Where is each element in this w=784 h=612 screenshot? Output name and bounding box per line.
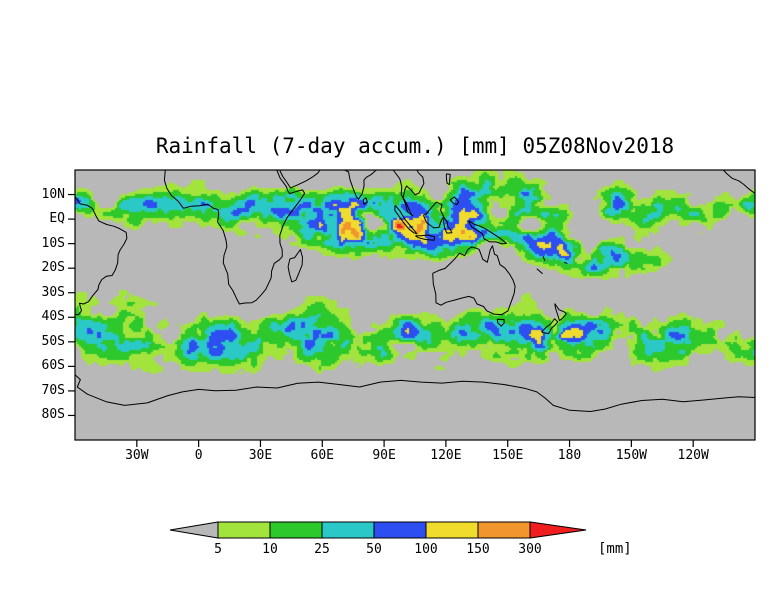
coastline-path <box>415 234 436 241</box>
coastline-path <box>542 256 546 262</box>
axis-ticks <box>68 193 694 447</box>
chart-title: Rainfall (7-day accum.) [mm] 05Z08Nov201… <box>155 134 675 158</box>
coastline-path <box>541 318 559 334</box>
colorbar-segment <box>425 521 479 539</box>
coastline-path <box>344 169 377 200</box>
colorbar-segment <box>373 521 427 539</box>
coastline-path <box>394 204 418 235</box>
coastline-path <box>443 217 453 234</box>
colorbar <box>169 521 587 539</box>
coastline-path <box>496 318 505 327</box>
coastlines <box>74 169 756 412</box>
coastline-path <box>432 245 516 316</box>
coastline-path <box>467 220 507 245</box>
coastline-path <box>163 169 306 305</box>
coastline-path <box>422 201 445 229</box>
coastline-path <box>74 196 128 316</box>
colorbar-segment <box>477 521 531 539</box>
coastline-path <box>279 169 321 189</box>
coastline-path <box>449 196 460 206</box>
coastline-path <box>564 261 568 264</box>
colorbar-segment <box>269 521 323 539</box>
coastline-path <box>392 169 425 217</box>
coastline-path <box>362 197 368 205</box>
coastline-path <box>74 374 756 412</box>
colorbar-unit-label: [mm] <box>598 541 632 557</box>
map-frame <box>74 169 756 441</box>
coastline-path <box>554 303 567 322</box>
rainfall-field-canvas <box>75 170 755 440</box>
colorbar-segment <box>217 521 271 539</box>
colorbar-segment <box>169 521 219 539</box>
colorbar-segment <box>529 521 587 539</box>
coastline-path <box>445 173 451 185</box>
colorbar-segment <box>321 521 375 539</box>
coastline-path <box>722 169 756 194</box>
coastline-path <box>287 249 303 283</box>
coastline-path <box>536 268 543 275</box>
